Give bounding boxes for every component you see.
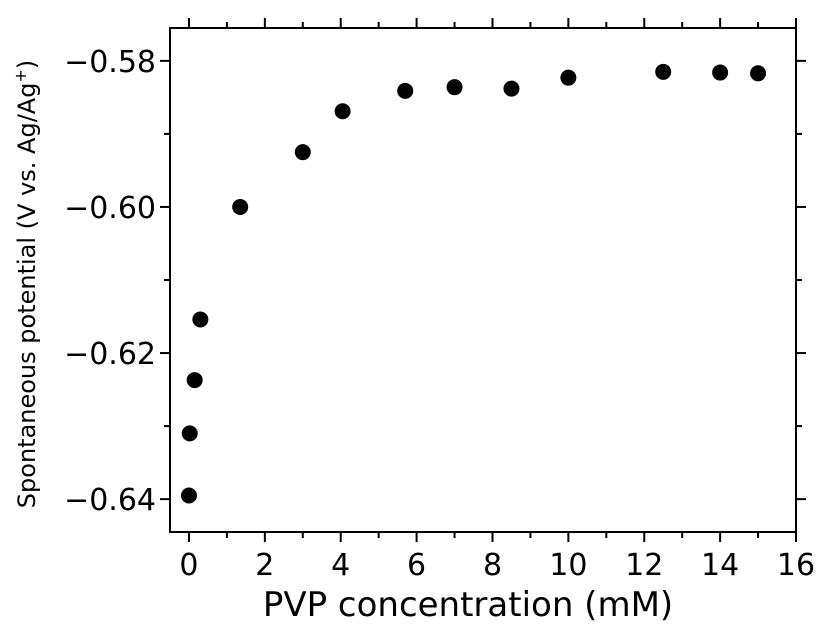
data-point — [186, 372, 203, 389]
x-tick-label: 2 — [255, 548, 274, 583]
data-point — [232, 198, 249, 215]
x-tick-label: 8 — [483, 548, 502, 583]
y-axis-label-superscript: + — [11, 69, 30, 82]
y-axis-label-main: Spontaneous potential (V vs. Ag/Ag — [13, 83, 41, 509]
data-point — [712, 64, 729, 81]
y-axis-label: Spontaneous potential (V vs. Ag/Ag+) — [11, 60, 41, 508]
x-axis-label: PVP concentration (mM) — [263, 585, 673, 625]
x-tick-label: 16 — [777, 548, 815, 583]
data-point — [560, 69, 577, 86]
x-tick-label: 10 — [549, 548, 587, 583]
data-point — [397, 82, 414, 99]
data-point — [750, 65, 767, 82]
y-tick-label: −0.60 — [64, 191, 156, 226]
data-points — [180, 63, 767, 504]
y-tick-label: −0.62 — [64, 337, 156, 372]
x-tick-label: 4 — [331, 548, 350, 583]
plot-frame — [169, 27, 797, 533]
data-point — [446, 79, 463, 96]
data-point — [503, 80, 520, 97]
y-tick-label: −0.58 — [64, 45, 156, 80]
x-tick-label: 6 — [407, 548, 426, 583]
data-point — [181, 425, 198, 442]
y-axis-label-close: ) — [13, 60, 41, 69]
data-point — [655, 63, 672, 80]
y-axis-ticks: −0.58 −0.60 −0.62 −0.64 — [64, 45, 806, 518]
data-point — [294, 144, 311, 161]
x-tick-label: 14 — [701, 548, 739, 583]
y-tick-label: −0.64 — [64, 483, 156, 518]
x-axis-ticks: 0 2 4 6 8 10 12 14 16 — [179, 18, 815, 583]
x-tick-label: 0 — [179, 548, 198, 583]
data-point — [180, 487, 197, 504]
data-point — [192, 311, 209, 328]
x-tick-label: 12 — [625, 548, 663, 583]
data-point — [334, 103, 351, 120]
